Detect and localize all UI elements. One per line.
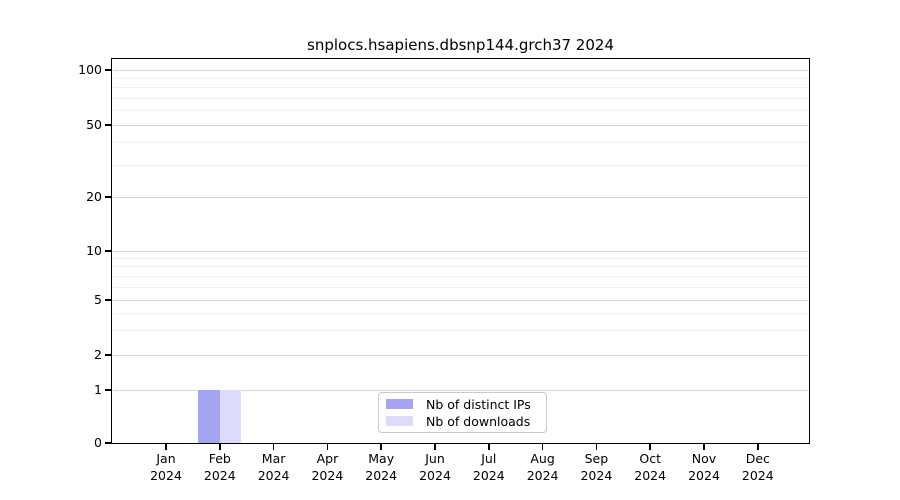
y-axis-tick <box>105 299 111 301</box>
y-tick-label: 100 <box>78 62 102 77</box>
x-tick-label: Sep 2024 <box>568 451 624 484</box>
x-tick-month: Dec <box>745 451 770 466</box>
x-tick-month: Jan <box>156 451 176 466</box>
bar-distinct-ips-feb <box>198 390 220 443</box>
y-axis-tick <box>105 442 111 444</box>
major-gridline <box>113 299 808 301</box>
legend-label-distinct-ips: Nb of distinct IPs <box>426 396 531 412</box>
major-gridline <box>113 354 808 356</box>
x-tick-year: 2024 <box>741 467 774 483</box>
x-axis-tick <box>541 444 544 450</box>
y-tick-label: 5 <box>94 292 102 307</box>
minor-gridline <box>113 330 808 332</box>
x-tick-month: Jun <box>425 451 445 466</box>
x-tick-year: 2024 <box>634 467 667 483</box>
x-tick-label: Mar 2024 <box>246 451 302 484</box>
y-axis-tick <box>105 389 111 391</box>
x-tick-month: Feb <box>208 451 231 466</box>
minor-gridline <box>113 257 808 259</box>
major-gridline <box>113 196 808 198</box>
x-tick-label: Nov 2024 <box>676 451 732 484</box>
x-tick-label: May 2024 <box>353 451 409 484</box>
legend-swatch-distinct-ips <box>386 399 413 409</box>
x-axis-tick <box>165 444 167 450</box>
y-axis-tick <box>105 250 111 252</box>
minor-gridline <box>113 110 808 112</box>
minor-gridline <box>113 164 808 166</box>
x-axis-tick <box>649 444 651 450</box>
x-axis-tick <box>219 444 221 450</box>
minor-gridline <box>113 312 808 314</box>
x-axis-tick <box>488 444 490 450</box>
x-tick-month: Jul <box>481 451 497 466</box>
x-axis-tick <box>326 444 329 450</box>
legend-item-distinct-ips: Nb of distinct IPs <box>386 396 546 413</box>
y-tick-label: 0 <box>94 435 102 450</box>
x-tick-year: 2024 <box>419 467 451 483</box>
minor-gridline <box>113 275 808 277</box>
x-axis-tick <box>757 444 759 450</box>
y-tick-label: 50 <box>86 117 102 132</box>
x-tick-year: 2024 <box>311 467 344 483</box>
major-gridline <box>113 69 808 71</box>
x-axis-tick <box>595 444 598 450</box>
x-tick-month: Mar <box>261 451 286 466</box>
legend-swatch-downloads <box>386 416 413 426</box>
y-tick-label: 10 <box>86 243 102 258</box>
x-tick-year: 2024 <box>526 467 559 483</box>
major-gridline <box>113 250 808 252</box>
x-tick-month: Nov <box>691 451 717 466</box>
chart-title: snplocs.hsapiens.dbsnp144.grch37 2024 <box>307 36 614 54</box>
minor-gridline <box>113 266 808 268</box>
x-tick-label: Oct 2024 <box>622 451 678 484</box>
x-tick-month: Apr <box>316 451 339 466</box>
legend: Nb of distinct IPs Nb of downloads <box>378 392 547 433</box>
y-axis-tick <box>105 124 111 126</box>
x-axis-tick <box>380 444 382 450</box>
minor-gridline <box>113 87 808 89</box>
x-axis-tick <box>272 444 275 450</box>
x-tick-month: Aug <box>530 451 555 466</box>
minor-gridline <box>113 286 808 288</box>
y-axis-tick <box>105 354 111 356</box>
y-axis-tick <box>105 69 111 71</box>
x-axis-tick <box>703 444 705 450</box>
x-tick-year: 2024 <box>150 467 182 483</box>
x-tick-month: Oct <box>639 451 661 466</box>
x-tick-year: 2024 <box>203 467 236 483</box>
x-tick-year: 2024 <box>472 467 505 483</box>
x-tick-year: 2024 <box>580 467 613 483</box>
x-tick-label: Aug 2024 <box>515 451 571 484</box>
x-tick-month: Sep <box>584 451 609 466</box>
x-axis-tick <box>434 444 436 450</box>
y-tick-label: 1 <box>94 382 102 397</box>
minor-gridline <box>113 77 808 79</box>
x-tick-month: May <box>368 451 395 466</box>
legend-item-downloads: Nb of downloads <box>386 413 546 430</box>
legend-label-downloads: Nb of downloads <box>426 413 531 429</box>
x-tick-label: Dec 2024 <box>730 451 786 484</box>
x-tick-label: Jul 2024 <box>461 451 517 484</box>
major-gridline <box>113 389 808 391</box>
y-axis-tick <box>105 196 111 198</box>
x-tick-label: Jun 2024 <box>407 451 463 484</box>
x-tick-year: 2024 <box>365 467 398 483</box>
y-tick-label: 20 <box>86 189 102 204</box>
major-gridline <box>113 124 808 126</box>
minor-gridline <box>113 142 808 144</box>
bar-downloads-feb <box>219 390 242 443</box>
x-tick-label: Jan 2024 <box>138 451 194 484</box>
y-tick-label: 2 <box>94 347 102 362</box>
x-tick-year: 2024 <box>257 467 290 483</box>
x-tick-year: 2024 <box>688 467 720 483</box>
x-tick-label: Apr 2024 <box>299 451 355 484</box>
x-tick-label: Feb 2024 <box>192 451 248 484</box>
minor-gridline <box>113 97 808 99</box>
